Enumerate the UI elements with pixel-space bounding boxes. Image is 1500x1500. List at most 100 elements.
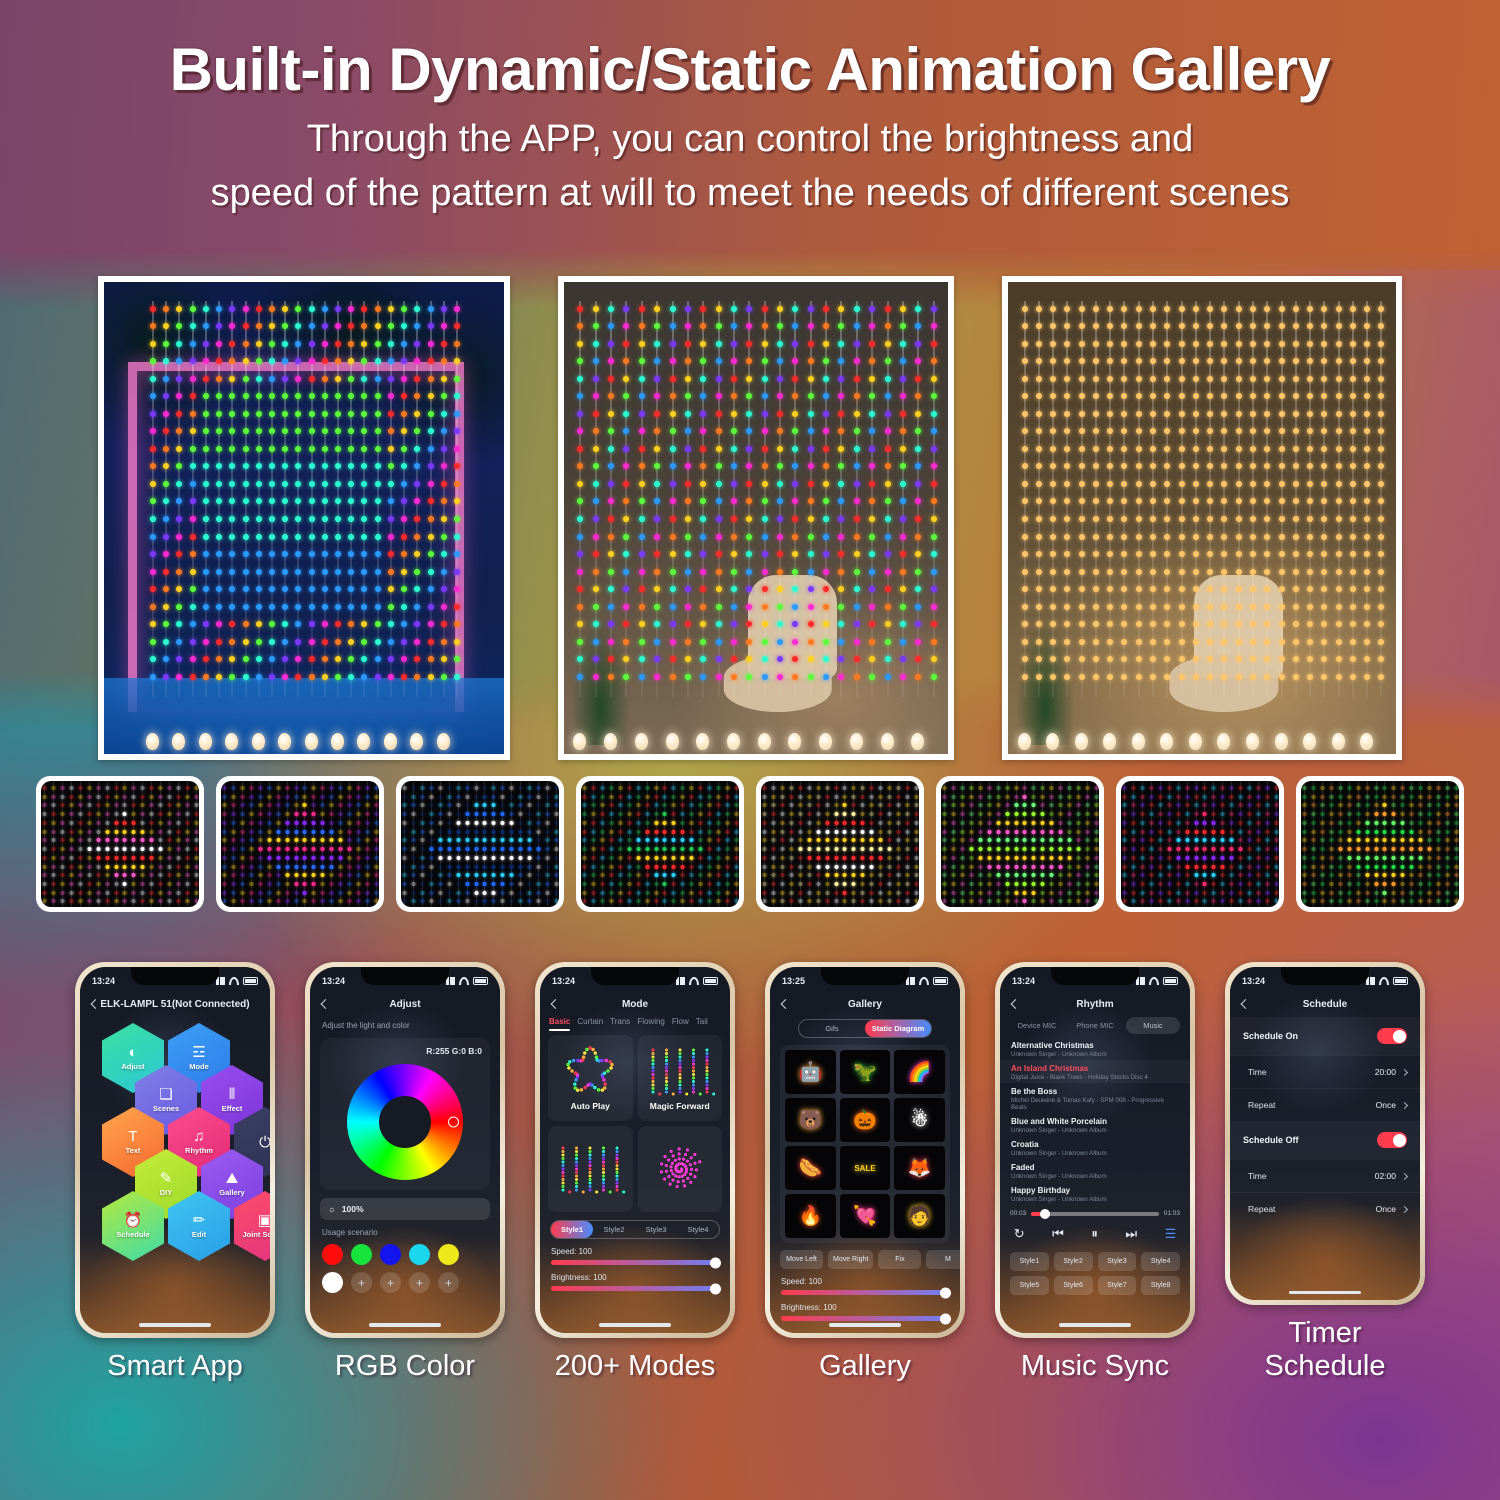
- tab-flow[interactable]: Flow: [671, 1017, 689, 1026]
- song-row[interactable]: Faded Unknown Singer - Unknown Album: [1000, 1159, 1190, 1182]
- back-icon[interactable]: [1240, 999, 1251, 1009]
- gallery-item-pixel-heart-arrow[interactable]: 💘: [839, 1194, 891, 1238]
- schedule-row-time[interactable]: Time 02:00: [1230, 1159, 1420, 1192]
- tab-basic[interactable]: Basic: [549, 1017, 571, 1031]
- style-option-style1[interactable]: Style1: [551, 1221, 593, 1238]
- gallery-button-m[interactable]: M: [926, 1250, 960, 1269]
- color-wheel[interactable]: [347, 1064, 463, 1180]
- color-swatch-3[interactable]: [380, 1244, 401, 1265]
- mode-card-1[interactable]: Auto Play: [548, 1035, 633, 1121]
- thumb-tree[interactable]: [1296, 776, 1464, 912]
- add-color-button-3[interactable]: +: [409, 1272, 430, 1293]
- brightness-knob[interactable]: [710, 1283, 721, 1294]
- song-row[interactable]: Be the Boss Michel Deuleine & Tomas Kafy…: [1000, 1083, 1190, 1113]
- tab-flowing[interactable]: Flowing: [637, 1017, 665, 1026]
- add-color-button-1[interactable]: +: [351, 1272, 372, 1293]
- gallery-item-pixel-hotdog[interactable]: 🌭: [785, 1146, 836, 1190]
- style-option-style3[interactable]: Style3: [645, 1225, 667, 1234]
- rhythm-style-style7[interactable]: Style7: [1097, 1276, 1137, 1295]
- song-row[interactable]: Croatia Unknown Singer - Unknown Album: [1000, 1136, 1190, 1159]
- thumb-heart[interactable]: [1116, 776, 1284, 912]
- rhythm-style-style3[interactable]: Style3: [1097, 1252, 1137, 1271]
- gallery-button-fix[interactable]: Fix: [878, 1250, 922, 1269]
- gallery-button-move-right[interactable]: Move Right: [828, 1250, 874, 1269]
- brightness-knob[interactable]: [940, 1313, 951, 1324]
- brightness-control[interactable]: ☼ 100%: [320, 1198, 490, 1220]
- style-option-style4[interactable]: Style4: [687, 1225, 709, 1234]
- rhythm-style-style2[interactable]: Style2: [1053, 1252, 1093, 1271]
- thumb-penguin[interactable]: [576, 776, 744, 912]
- back-icon[interactable]: [780, 999, 791, 1009]
- add-color-button-4[interactable]: +: [438, 1272, 459, 1293]
- previous-icon[interactable]: ⏮: [1052, 1226, 1064, 1241]
- speed-knob[interactable]: [940, 1287, 951, 1298]
- tab-tail[interactable]: Tail: [695, 1017, 708, 1026]
- add-color-button-2[interactable]: +: [380, 1272, 401, 1293]
- next-icon[interactable]: ⏭: [1125, 1226, 1138, 1241]
- color-swatch-4[interactable]: [409, 1244, 430, 1265]
- rhythm-style-style5[interactable]: Style5: [1010, 1276, 1049, 1295]
- progress-knob[interactable]: [1040, 1208, 1051, 1219]
- pause-icon[interactable]: ⏸: [1091, 1226, 1098, 1241]
- brightness-slider[interactable]: [551, 1283, 721, 1294]
- thumb-elephant[interactable]: [396, 776, 564, 912]
- gallery-item-pixel-sale-sign[interactable]: SALE: [839, 1146, 891, 1190]
- color-swatch-white[interactable]: [322, 1272, 343, 1293]
- schedule-toggle[interactable]: [1377, 1028, 1407, 1044]
- schedule-row-repeat[interactable]: Repeat Once: [1230, 1192, 1420, 1225]
- back-icon[interactable]: [320, 999, 331, 1009]
- thumb-star[interactable]: [216, 776, 384, 912]
- gallery-item-pixel-rainbow-heart[interactable]: 🌈: [894, 1050, 945, 1094]
- tab-curtain[interactable]: Curtain: [577, 1017, 604, 1026]
- song-row[interactable]: An Island Christmas Digital Juice - Blan…: [1000, 1060, 1190, 1083]
- mode-card-2[interactable]: Magic Forward: [637, 1035, 722, 1121]
- color-swatch-1[interactable]: [322, 1244, 343, 1265]
- gallery-item-pixel-fox[interactable]: 🦊: [894, 1146, 945, 1190]
- schedule-row-time[interactable]: Time 20:00: [1230, 1055, 1420, 1088]
- back-icon[interactable]: [1010, 999, 1021, 1009]
- gallery-button-move-left[interactable]: Move Left: [780, 1250, 823, 1269]
- gallery-item-pixel-pumpkin[interactable]: 🎃: [839, 1098, 891, 1142]
- gallery-item-pixel-robot[interactable]: 🤖: [785, 1050, 836, 1094]
- schedule-toggle[interactable]: [1377, 1132, 1407, 1148]
- gallery-item-pixel-character[interactable]: 🧑: [894, 1194, 945, 1238]
- rhythm-style-style8[interactable]: Style8: [1141, 1276, 1180, 1295]
- speed-knob[interactable]: [710, 1257, 721, 1268]
- rhythm-style-style1[interactable]: Style1: [1010, 1252, 1049, 1271]
- color-wheel-handle[interactable]: [448, 1116, 459, 1128]
- style-option-style2[interactable]: Style2: [603, 1225, 625, 1234]
- speed-slider[interactable]: [551, 1257, 721, 1268]
- gallery-item-pixel-dinosaur[interactable]: 🦖: [839, 1050, 891, 1094]
- rhythm-style-style4[interactable]: Style4: [1141, 1252, 1180, 1271]
- phone-notch: [361, 967, 449, 985]
- song-row[interactable]: Happy Birthday Unknown Singer - Unknown …: [1000, 1182, 1190, 1205]
- progress-slider[interactable]: [1031, 1208, 1159, 1219]
- schedule-row-repeat[interactable]: Repeat Once: [1230, 1088, 1420, 1121]
- rhythm-style-style6[interactable]: Style6: [1053, 1276, 1093, 1295]
- color-swatch-5[interactable]: [438, 1244, 459, 1265]
- speed-slider[interactable]: [781, 1287, 951, 1298]
- gallery-item-pixel-fire[interactable]: 🔥: [785, 1194, 836, 1238]
- gallery-item-pixel-bear[interactable]: 🐻: [785, 1098, 836, 1142]
- mic-tab-music[interactable]: Music: [1126, 1017, 1180, 1034]
- mode-card-4[interactable]: [637, 1126, 722, 1212]
- brightness-slider[interactable]: [781, 1313, 951, 1324]
- song-row[interactable]: Alternative Christmas Unknown Singer - U…: [1000, 1037, 1190, 1060]
- playlist-icon[interactable]: ☰: [1164, 1226, 1177, 1241]
- back-icon[interactable]: [550, 999, 561, 1009]
- thumb-house[interactable]: [36, 776, 204, 912]
- thumb-smiley[interactable]: [936, 776, 1104, 912]
- gallery-item-pixel-snowman[interactable]: ☃: [894, 1098, 945, 1142]
- thumb-santa-star[interactable]: [756, 776, 924, 912]
- mode-card-3[interactable]: [548, 1126, 633, 1212]
- color-swatch-2[interactable]: [351, 1244, 372, 1265]
- song-row[interactable]: Blue and White Porcelain Unknown Singer …: [1000, 1113, 1190, 1136]
- mic-tab-device-mic[interactable]: Device MIC: [1017, 1021, 1057, 1030]
- back-icon[interactable]: [90, 999, 101, 1009]
- pill-static-diagram[interactable]: Static Diagram: [865, 1020, 931, 1037]
- image-icon: ⛰: [225, 1170, 239, 1187]
- mic-tab-phone-mic[interactable]: Phone MIC: [1076, 1021, 1114, 1030]
- tab-trans[interactable]: Trans: [610, 1017, 631, 1026]
- pill-gifs[interactable]: Gifs: [825, 1024, 839, 1033]
- repeat-icon[interactable]: ↻: [1013, 1226, 1025, 1241]
